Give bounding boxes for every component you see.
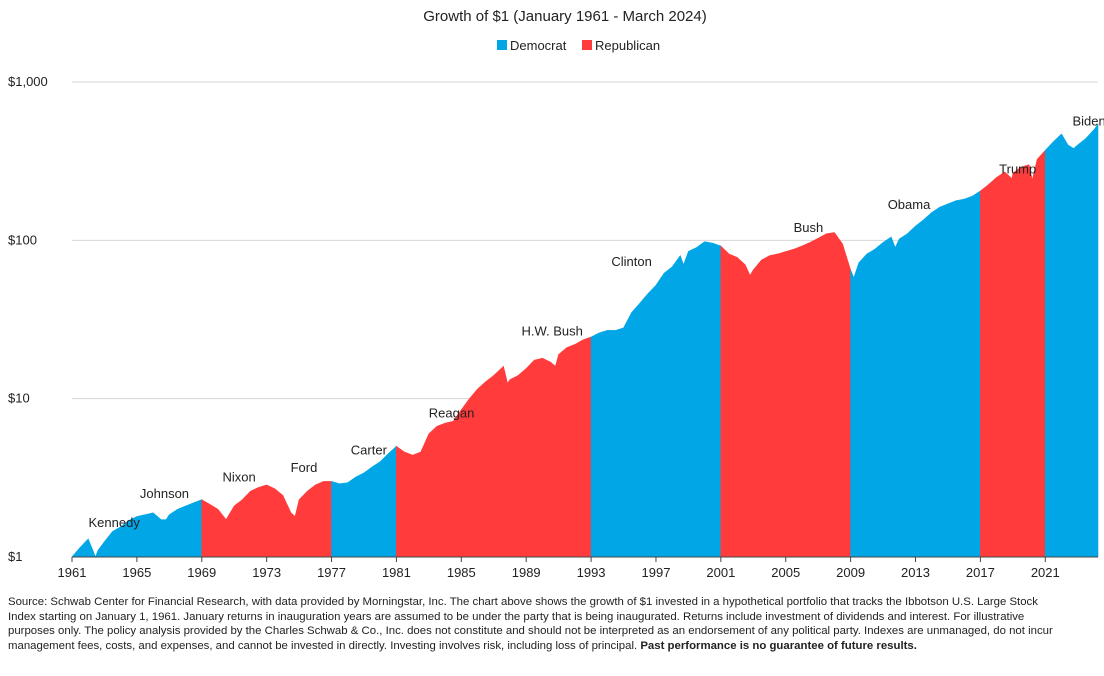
y-tick-label: $1,000: [8, 74, 48, 89]
area-bush: [720, 232, 851, 558]
area-h-w-bush: [525, 336, 592, 558]
footnote-text: Source: Schwab Center for Financial Rese…: [8, 596, 1053, 652]
area-reagan: [396, 365, 527, 558]
x-tick-label: 1977: [317, 565, 346, 580]
x-tick-label: 1985: [447, 565, 476, 580]
area-kennedy: [71, 527, 120, 558]
president-label: Reagan: [429, 406, 475, 421]
x-tick-label: 1961: [58, 565, 87, 580]
president-label: Johnson: [140, 486, 189, 501]
area-trump: [980, 149, 1046, 558]
area-biden: [1044, 123, 1099, 558]
x-tick-label: 2013: [901, 565, 930, 580]
x-tick-label: 1969: [187, 565, 216, 580]
x-tick-label: 1989: [512, 565, 541, 580]
x-tick-label: 1965: [122, 565, 151, 580]
x-tick-label: 2005: [771, 565, 800, 580]
area-nixon: [201, 484, 293, 558]
x-tick-label: 2001: [706, 565, 735, 580]
legend-swatch-democrat: [497, 40, 507, 50]
president-label: Ford: [291, 460, 318, 475]
president-label: Obama: [888, 197, 931, 212]
legend-label-republican: Republican: [595, 38, 660, 53]
x-tick-label: 2017: [966, 565, 995, 580]
area-ford: [292, 481, 332, 558]
x-tick-label: 1981: [382, 565, 411, 580]
x-tick-label: 2021: [1031, 565, 1060, 580]
area-clinton: [590, 241, 722, 558]
growth-chart: Growth of $1 (January 1961 - March 2024)…: [8, 8, 1104, 580]
y-axis-tick-labels: $1 $10 $100 $1,000: [8, 74, 48, 564]
y-tick-label: $1: [8, 549, 22, 564]
party-areas: [71, 123, 1099, 558]
president-label: Carter: [351, 442, 388, 457]
area-obama: [850, 190, 981, 558]
x-tick-label: 1997: [642, 565, 671, 580]
x-tick-label: 2009: [836, 565, 865, 580]
footnote: Source: Schwab Center for Financial Rese…: [8, 595, 1058, 653]
president-label: Kennedy: [89, 515, 141, 530]
x-axis-ticks: 1961 1965 1969 1973 1977 1981 1985 1989 1993 1997…: [58, 557, 1060, 580]
president-label: H.W. Bush: [521, 324, 582, 339]
x-tick-label: 1973: [252, 565, 281, 580]
x-tick-label: 1993: [577, 565, 606, 580]
area-johnson: [118, 499, 203, 558]
legend-swatch-republican: [582, 40, 592, 50]
legend: Democrat Republican: [497, 38, 660, 53]
president-label: Trump: [999, 161, 1036, 176]
y-tick-label: $10: [8, 391, 30, 406]
legend-label-democrat: Democrat: [510, 38, 567, 53]
chart-title: Growth of $1 (January 1961 - March 2024): [423, 8, 706, 25]
president-labels: Kennedy Johnson Nixon Ford Carter Reagan H.W. …: [89, 114, 1104, 530]
president-label: Biden: [1072, 114, 1104, 129]
area-carter: [331, 445, 397, 558]
president-label: Bush: [794, 220, 824, 235]
president-label: Clinton: [611, 254, 651, 269]
footnote-disclaimer: Past performance is no guarantee of futu…: [640, 639, 917, 652]
president-label: Nixon: [222, 469, 255, 484]
y-tick-label: $100: [8, 232, 37, 247]
